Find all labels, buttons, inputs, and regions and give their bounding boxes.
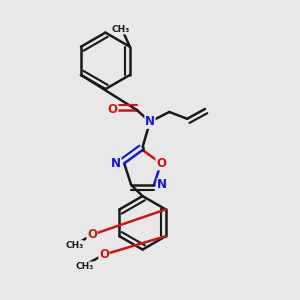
Text: CH₃: CH₃ [65,241,83,250]
Text: O: O [87,228,97,241]
Text: N: N [145,115,155,128]
Text: N: N [111,157,121,170]
Text: O: O [156,157,166,170]
Text: O: O [99,248,109,261]
Text: N: N [157,178,167,191]
Text: CH₃: CH₃ [76,262,94,271]
Text: O: O [108,103,118,116]
Text: CH₃: CH₃ [112,25,130,34]
